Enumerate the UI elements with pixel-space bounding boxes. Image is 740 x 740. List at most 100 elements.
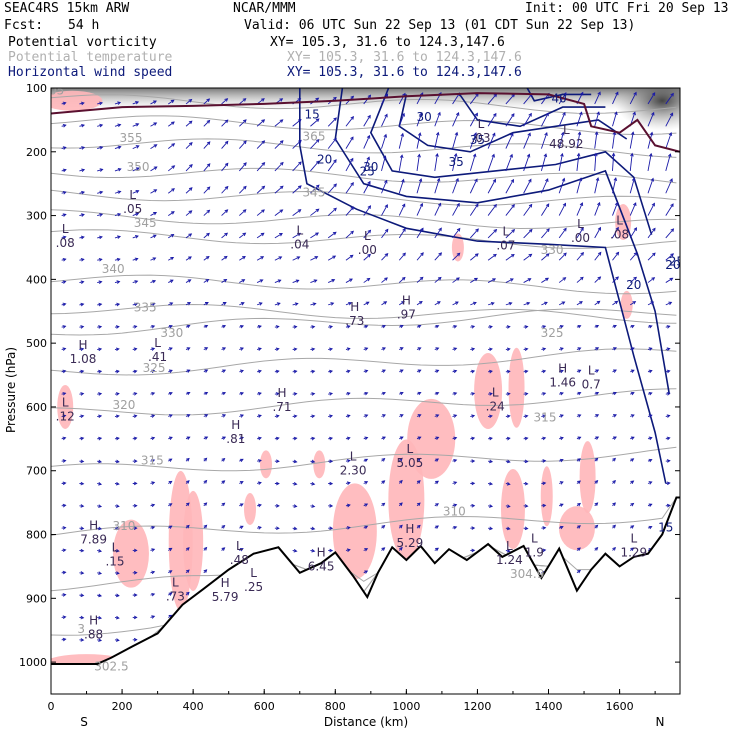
wind-vector-head	[438, 252, 443, 257]
wind-vector-head	[80, 101, 85, 106]
wind-vector-head	[402, 227, 406, 232]
wind-vector-head	[151, 525, 156, 530]
wind-vector	[612, 227, 619, 239]
wind-vector-head	[135, 123, 140, 127]
wind-vector	[114, 124, 121, 127]
wind-vector-head	[510, 253, 515, 258]
wind-vector-head	[471, 392, 476, 396]
wind-vector	[505, 179, 514, 194]
wind-vector-head	[242, 209, 247, 213]
pv-patch	[388, 439, 425, 560]
wind-vector-head	[279, 140, 284, 144]
wind-vector-head	[151, 458, 156, 463]
wind-vector	[452, 203, 460, 216]
wind-vector-head	[62, 190, 67, 195]
wind-vector-head	[381, 457, 386, 462]
wind-vector-head	[260, 256, 265, 260]
wind-vector-head	[561, 177, 566, 182]
wind-vector-head	[279, 161, 284, 166]
wind-vector-head	[168, 547, 173, 552]
wind-vector-head	[153, 189, 158, 193]
wind-vector	[629, 227, 637, 239]
wind-vector-head	[384, 93, 389, 98]
wind-vector-head	[579, 202, 584, 207]
wind-vector-head	[188, 233, 193, 237]
pv-extremum-letter: L	[296, 223, 303, 237]
wind-vector-head	[115, 392, 120, 396]
isentrope-line	[51, 229, 677, 249]
wind-vector-head	[203, 502, 208, 506]
wind-vector-head	[134, 280, 139, 284]
wind-vector-head	[223, 255, 228, 260]
wind-vector-head	[615, 91, 619, 96]
pv-extremum-value: .88	[84, 628, 103, 642]
wind-vector-head	[364, 436, 369, 441]
isentrope-label: 355	[120, 131, 143, 145]
wind-vector	[381, 301, 387, 306]
wind-vector-head	[81, 123, 86, 128]
pv-maximum-shade	[614, 88, 680, 131]
wind-vector-head	[311, 392, 316, 396]
wind-vector-head	[135, 235, 139, 239]
wind-vector-head	[152, 257, 157, 261]
wind-vector-head	[239, 481, 244, 485]
wind-vector-head	[417, 347, 422, 351]
wind-vector-head	[168, 324, 173, 329]
field-label-wind: Horizontal wind speed	[8, 65, 173, 80]
wind-vector-head	[399, 546, 403, 551]
wind-vector-head	[185, 569, 190, 574]
wind-vector	[558, 153, 563, 172]
wind-vector-head	[595, 436, 600, 440]
y-tick-label: 900	[26, 592, 47, 605]
wind-vector-head	[612, 547, 616, 551]
wind-vector	[505, 94, 515, 105]
wind-vector-head	[612, 480, 616, 484]
wind-vector-head	[545, 112, 549, 117]
wind-vector	[452, 178, 459, 194]
wind-vector-head	[633, 202, 637, 207]
wind-vector-head	[417, 414, 422, 418]
wind-vector-head	[632, 301, 637, 305]
wind-vector-head	[528, 178, 532, 183]
wind-vector-head	[168, 525, 173, 529]
y-tick-label: 700	[26, 465, 47, 478]
wind-vector-head	[275, 392, 280, 396]
wind-vector	[505, 278, 514, 283]
pv-extremum-letter: L	[129, 188, 136, 202]
wind-vector-head	[206, 209, 211, 214]
wind-vector	[612, 276, 619, 283]
pv-patch	[508, 347, 525, 428]
wind-vector-head	[399, 414, 404, 418]
wind-vector-head	[435, 480, 439, 485]
wind-vector-head	[615, 226, 619, 231]
wind-vector-head	[315, 97, 320, 102]
wind-vector-head	[151, 503, 156, 508]
pv-extremum-letter: L	[350, 450, 357, 464]
wind-vector-head	[279, 98, 284, 102]
wind-vector-head	[595, 391, 600, 396]
wind-vector-head	[577, 391, 582, 396]
wind-vector	[469, 154, 476, 172]
wind-vector-head	[346, 481, 351, 485]
wind-vector-head	[133, 593, 138, 597]
pv-extremum-value: 1.29	[620, 545, 647, 559]
wind-vector	[167, 143, 175, 149]
pv-extremum-value: .48	[230, 553, 249, 567]
wind-vector-head	[399, 369, 404, 373]
wind-vector	[469, 203, 479, 216]
wind-vector-head	[381, 524, 386, 529]
pv-extremum-letter: L	[250, 566, 257, 580]
wind-vector-head	[297, 185, 302, 189]
wind-vector-head	[243, 162, 247, 166]
wind-vector	[523, 302, 530, 306]
wind-vector-head	[240, 324, 244, 329]
wind-vector-head	[98, 482, 103, 486]
wind-vector	[416, 154, 420, 171]
wind-vector-head	[367, 180, 371, 185]
wind-vector-head	[401, 112, 405, 117]
wind-vector-head	[633, 91, 637, 96]
wind-vector-head	[545, 253, 550, 257]
wind-vector	[541, 277, 549, 283]
wind-vector-head	[401, 203, 406, 208]
wind-vector-head	[346, 347, 351, 351]
